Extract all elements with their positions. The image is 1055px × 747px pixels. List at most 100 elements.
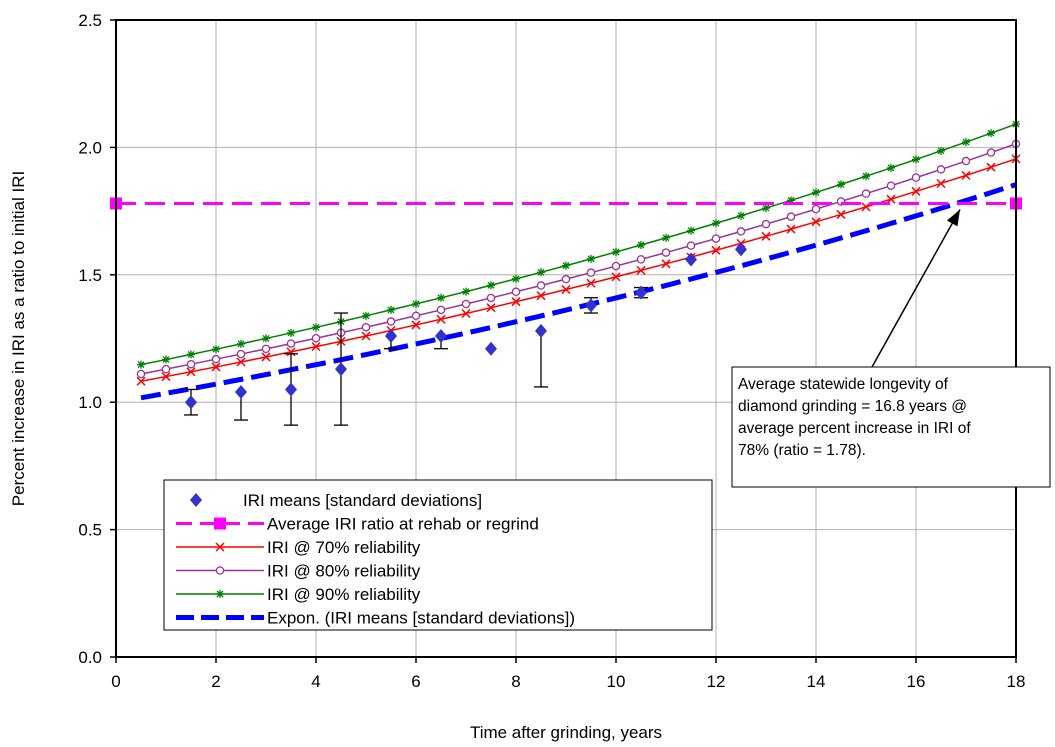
legend-item: IRI @ 70% reliability bbox=[176, 538, 421, 557]
reliability-point bbox=[462, 287, 470, 296]
reliability-point bbox=[511, 287, 521, 297]
mean-point bbox=[285, 382, 297, 397]
reliability-point bbox=[536, 291, 546, 301]
reliability-point bbox=[286, 347, 296, 357]
reliability-point bbox=[612, 247, 620, 256]
reliability-point bbox=[286, 339, 296, 348]
plot-frame bbox=[115, 19, 1017, 658]
reliability-point bbox=[561, 274, 571, 284]
reliability-point bbox=[311, 342, 321, 352]
mean-point bbox=[385, 328, 397, 343]
reliability-point bbox=[711, 234, 721, 243]
reliability-point bbox=[911, 173, 921, 182]
reliability-point bbox=[211, 362, 221, 372]
reliability-point bbox=[237, 339, 245, 348]
annotation-text: average percent increase in IRI of bbox=[738, 420, 971, 437]
legend-label: Expon. (IRI means [standard deviations]) bbox=[267, 609, 575, 628]
reliability-line bbox=[140, 143, 1017, 375]
reliability-point bbox=[411, 311, 421, 321]
legend-item: IRI @ 90% reliability bbox=[176, 585, 421, 604]
reliability-point bbox=[686, 241, 696, 250]
reliability-point bbox=[586, 278, 596, 288]
reliability-point bbox=[661, 259, 671, 269]
reliability-point bbox=[786, 224, 796, 234]
reliability-point bbox=[512, 274, 520, 283]
x-axis-label: Time after grinding, years bbox=[470, 723, 662, 742]
reliability-point bbox=[687, 226, 695, 235]
reliability-point bbox=[986, 148, 996, 157]
y-tick-label: 0.0 bbox=[78, 648, 102, 667]
legend-item: Expon. (IRI means [standard deviations]) bbox=[176, 609, 575, 628]
y-axis-label: Percent increase in IRI as a ratio to in… bbox=[9, 171, 28, 506]
annotation-box bbox=[731, 366, 1051, 488]
reliability-point bbox=[186, 367, 196, 377]
reliability-point bbox=[737, 211, 745, 220]
legend-swatch bbox=[190, 493, 202, 507]
reliability-point bbox=[537, 268, 545, 277]
reliability-point bbox=[886, 194, 896, 204]
reliability-point bbox=[887, 163, 895, 172]
x-tick-label: 16 bbox=[907, 672, 926, 691]
reliability-point bbox=[187, 350, 195, 359]
reliability-point bbox=[637, 240, 645, 249]
legend-label: IRI means [standard deviations] bbox=[243, 491, 482, 510]
reliability-point bbox=[387, 305, 395, 314]
reliability-point bbox=[787, 196, 795, 205]
reliability-series bbox=[136, 139, 1021, 379]
reliability-point bbox=[361, 331, 371, 341]
x-tick-label: 4 bbox=[311, 672, 320, 691]
reliability-point bbox=[311, 333, 321, 343]
reliability-point bbox=[236, 349, 246, 359]
reliability-point bbox=[262, 334, 270, 343]
reliability-point bbox=[561, 284, 571, 295]
mean-point bbox=[435, 328, 447, 343]
reliability-point bbox=[586, 268, 596, 277]
mean-point bbox=[585, 298, 597, 313]
legend-item: Average IRI ratio at rehab or regrind bbox=[176, 515, 539, 534]
y-tick-label: 0.5 bbox=[78, 521, 102, 540]
reliability-point bbox=[936, 178, 946, 189]
mean-point bbox=[485, 341, 497, 356]
reliability-point bbox=[862, 172, 870, 181]
reliability-point bbox=[986, 162, 996, 172]
reliability-point bbox=[136, 376, 146, 386]
annotation: Average statewide longevity of diamond gr… bbox=[731, 209, 1051, 488]
reliability-point bbox=[412, 299, 420, 308]
legend: IRI means [standard deviations] Average I… bbox=[163, 479, 713, 631]
mean-point bbox=[735, 242, 747, 257]
reliability-point bbox=[662, 233, 670, 242]
reliability-point bbox=[137, 360, 145, 369]
reliability-point bbox=[161, 364, 171, 374]
reliability-point bbox=[236, 357, 246, 367]
reliability-point bbox=[661, 248, 671, 257]
reliability-point bbox=[936, 165, 946, 174]
reliability-point bbox=[811, 217, 821, 227]
mean-point bbox=[535, 323, 547, 338]
reliability-point bbox=[312, 323, 320, 332]
reliability-point bbox=[361, 322, 371, 332]
axis-ticks: 0 2 4 6 8 10 12 14 16 18 0.0 0.5 1.0 1.5 2.0 2.5 bbox=[78, 11, 1025, 691]
reliability-point bbox=[486, 303, 496, 313]
reliability-point bbox=[761, 231, 771, 241]
legend-swatch-marker bbox=[215, 566, 225, 575]
mean-point bbox=[185, 395, 197, 410]
annotation-text: 78% (ratio = 1.78). bbox=[738, 442, 866, 459]
reliability-point bbox=[812, 188, 820, 197]
mean-point bbox=[685, 252, 697, 267]
reliability-point bbox=[161, 372, 171, 382]
reliability-point bbox=[961, 170, 971, 180]
x-tick-label: 2 bbox=[211, 672, 220, 691]
reliability-line bbox=[140, 158, 1017, 383]
reliability-point bbox=[287, 328, 295, 337]
reliability-point bbox=[711, 245, 721, 255]
annotation-text: Average statewide longevity of bbox=[738, 376, 949, 393]
annotation-arrowhead bbox=[946, 209, 960, 227]
reliability-point bbox=[636, 265, 646, 275]
reliability-point bbox=[261, 352, 271, 362]
reliability-point bbox=[212, 345, 220, 354]
reliability-point bbox=[436, 314, 446, 324]
x-tick-label: 14 bbox=[807, 672, 826, 691]
reliability-point bbox=[536, 281, 546, 290]
reliability-point bbox=[836, 209, 846, 219]
